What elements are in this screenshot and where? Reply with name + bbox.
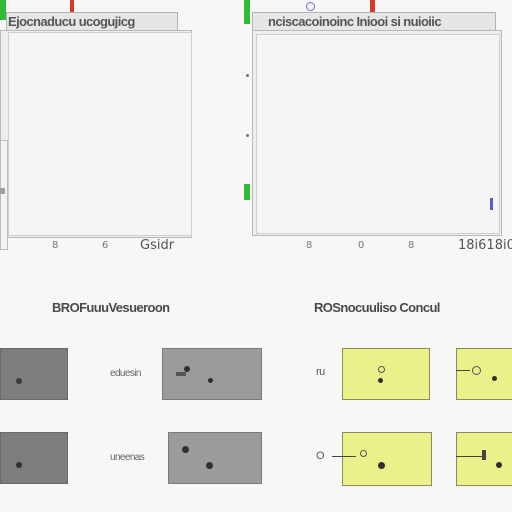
right-group-title: ROSnocuuliso Concul — [314, 300, 440, 315]
right-group-box-2-line — [456, 370, 470, 371]
right-panel-plot-area — [256, 34, 500, 234]
left-axis-tick-2: 6 — [102, 240, 109, 251]
right-group-box-4-line — [456, 456, 486, 457]
right-group-box-3-line — [332, 456, 356, 457]
left-group-title: BROFuuuVesueroon — [52, 300, 170, 315]
left-group-box-3-dot — [16, 462, 22, 468]
left-group-box-1[interactable] — [0, 348, 68, 400]
right-panel-red-accent — [370, 0, 375, 14]
right-group-box-3-ring — [360, 450, 367, 457]
left-panel-edge-marker — [0, 188, 5, 194]
right-group-row2-label: O — [316, 450, 325, 462]
right-group-row1-label: ru — [316, 366, 325, 378]
right-panel-green-accent-lower — [244, 184, 250, 200]
right-panel-green-accent — [244, 0, 250, 24]
right-group-box-4-dot — [496, 462, 502, 468]
left-panel-red-accent — [70, 0, 74, 14]
left-group-box-4[interactable] — [168, 432, 262, 484]
right-panel-title: nciscacoinoinc Iniooi si nuioiic — [268, 14, 442, 29]
right-axis-tick-2: 0 — [358, 240, 365, 251]
right-group-box-2-dot — [492, 376, 497, 381]
left-group-box-2-dot-a — [184, 366, 190, 372]
left-group-box-1-dot — [16, 378, 22, 384]
left-group-box-2-dot-b — [208, 378, 213, 383]
left-axis-tick-1: 8 — [52, 240, 59, 251]
right-panel-y-tick-2 — [246, 134, 249, 137]
left-group-box-3[interactable] — [0, 432, 68, 484]
left-group-row1-label: eduesin — [110, 368, 141, 379]
left-group-row2-label: uneenas — [110, 452, 145, 463]
left-group-box-4-dot-a — [182, 446, 189, 453]
right-group-box-1[interactable] — [342, 348, 430, 400]
left-group-box-4-dot-b — [206, 462, 213, 469]
right-group-box-1-dot — [378, 378, 383, 383]
right-panel-marker — [490, 198, 493, 210]
right-axis-tick-3: 8 — [408, 240, 415, 251]
left-panel-plot-area — [8, 32, 192, 236]
left-group-box-2-mark — [176, 372, 186, 376]
right-group-box-3[interactable] — [342, 432, 432, 486]
right-group-box-1-ring — [378, 366, 385, 373]
right-panel-y-tick-1 — [246, 74, 249, 77]
left-panel-edge-bar — [0, 140, 8, 250]
left-panel-green-accent — [0, 0, 6, 20]
right-axis-tick-1: 8 — [306, 240, 313, 251]
right-group-box-2-ring — [472, 366, 481, 375]
left-panel-title: Ejocnaducu ucogujicg — [8, 14, 135, 29]
right-panel-header-ring-icon — [306, 2, 315, 11]
right-group-box-3-dot — [378, 462, 385, 469]
right-group-box-4-mark — [482, 450, 486, 460]
right-axis-tick-4: 18i618i0 — [458, 238, 512, 253]
left-axis-tick-3: Gsidr — [140, 238, 175, 253]
right-group-box-2[interactable] — [456, 348, 512, 400]
